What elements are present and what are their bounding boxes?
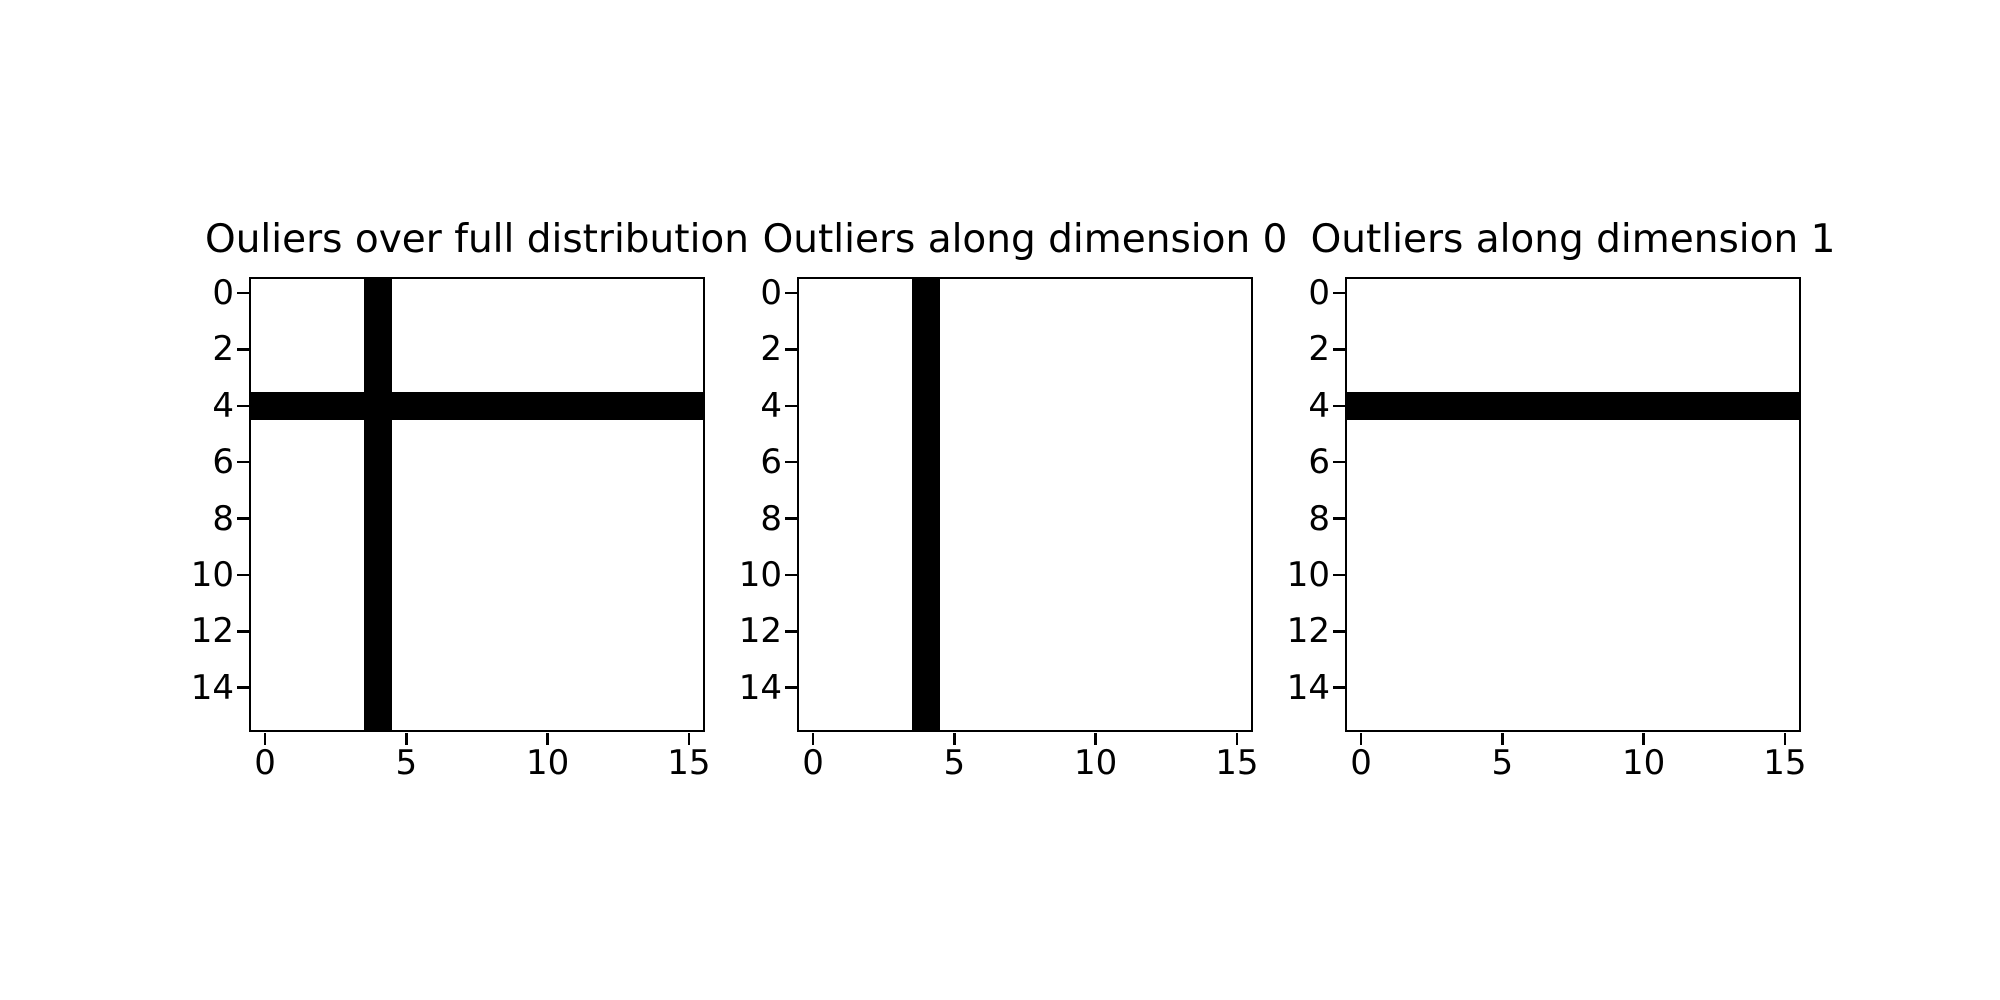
x-tick-mark (1783, 732, 1787, 745)
subplot-title: Outliers along dimension 0 (762, 217, 1288, 263)
y-tick-mark (236, 291, 249, 295)
y-tick-label: 12 (738, 611, 782, 652)
y-tick-label: 14 (738, 667, 782, 708)
y-tick-label: 14 (1286, 667, 1330, 708)
x-tick-mark (811, 732, 815, 745)
y-tick-label: 8 (760, 498, 782, 539)
x-tick-mark (1501, 732, 1504, 745)
x-tick-label: 15 (1215, 743, 1259, 783)
x-tick-label: 10 (525, 743, 570, 783)
y-tick-label: 6 (760, 442, 782, 483)
y-tick-mark (236, 348, 249, 351)
y-tick-mark (1332, 573, 1345, 577)
y-tick-mark (236, 404, 249, 408)
x-tick-label: 0 (254, 743, 276, 783)
outlier-bar-column (364, 279, 393, 730)
y-tick-mark (784, 573, 797, 577)
y-tick-mark (1332, 517, 1345, 520)
y-tick-label: 0 (1308, 273, 1330, 314)
y-tick-mark (784, 291, 797, 295)
y-tick-label: 14 (190, 667, 234, 708)
y-tick-label: 6 (1308, 442, 1330, 483)
y-tick-mark (784, 517, 797, 520)
axes-box: 0 2 4 6 8 10 12 14 0 5 10 15 (1287, 276, 1807, 780)
y-tick-label: 4 (1308, 385, 1330, 426)
x-tick-label: 10 (1073, 743, 1118, 783)
subplot-title: Outliers along dimension 1 (1310, 217, 1836, 263)
x-tick-label: 10 (1621, 743, 1666, 783)
subplot-dimension-0: Outliers along dimension 0 0 2 4 6 8 10 12 14 0 5… (739, 219, 1288, 780)
x-tick-mark (1235, 732, 1239, 745)
y-tick-label: 4 (760, 385, 782, 426)
outlier-bar-row (251, 391, 703, 420)
x-tick-mark (1094, 732, 1097, 745)
subplot-full-distribution: Ouliers over full distribution 0 2 4 6 8 10 12… (191, 219, 749, 780)
y-tick-mark (236, 573, 249, 577)
x-tick-mark (687, 732, 691, 745)
outlier-bar-column (912, 279, 941, 730)
y-tick-label: 10 (1286, 554, 1330, 595)
y-tick-label: 12 (1286, 611, 1330, 652)
y-tick-mark (1332, 630, 1345, 633)
y-tick-mark (784, 630, 797, 633)
x-tick-label: 5 (1491, 743, 1514, 783)
x-tick-mark (546, 732, 549, 745)
y-tick-mark (1332, 686, 1345, 689)
x-tick-mark (1359, 732, 1363, 745)
y-tick-mark (236, 517, 249, 520)
x-tick-mark (1642, 732, 1645, 745)
x-tick-label: 15 (667, 743, 711, 783)
y-tick-mark (236, 630, 249, 633)
y-tick-mark (784, 686, 797, 689)
x-tick-label: 5 (395, 743, 418, 783)
y-tick-mark (784, 404, 797, 408)
x-tick-mark (263, 732, 267, 745)
y-tick-mark (784, 348, 797, 351)
y-tick-mark (1332, 460, 1345, 464)
y-tick-mark (1332, 291, 1345, 295)
y-tick-label: 2 (760, 329, 782, 370)
y-tick-label: 10 (190, 554, 234, 595)
y-tick-label: 8 (212, 498, 234, 539)
y-tick-label: 12 (190, 611, 234, 652)
subplot-title: Ouliers over full distribution (205, 217, 749, 263)
y-tick-label: 0 (212, 273, 234, 314)
y-tick-mark (784, 460, 797, 464)
y-tick-mark (236, 686, 249, 689)
outlier-bar-row (1347, 391, 1799, 420)
y-tick-label: 4 (212, 385, 234, 426)
x-tick-mark (953, 732, 956, 745)
y-tick-label: 2 (212, 329, 234, 370)
y-tick-label: 8 (1308, 498, 1330, 539)
axes-box: 0 2 4 6 8 10 12 14 0 5 10 15 (739, 276, 1259, 780)
y-tick-label: 2 (1308, 329, 1330, 370)
y-tick-label: 0 (760, 273, 782, 314)
subplot-dimension-1: Outliers along dimension 1 0 2 4 6 8 10 12 14 0 5… (1287, 219, 1836, 780)
x-tick-label: 0 (1350, 743, 1372, 783)
y-tick-mark (1332, 404, 1345, 408)
x-tick-label: 15 (1763, 743, 1807, 783)
y-tick-mark (1332, 348, 1345, 351)
y-tick-label: 6 (212, 442, 234, 483)
x-tick-mark (405, 732, 408, 745)
y-tick-label: 10 (738, 554, 782, 595)
axes-box: 0 2 4 6 8 10 12 14 0 5 10 15 (191, 276, 711, 780)
x-tick-label: 0 (802, 743, 824, 783)
y-tick-mark (236, 460, 249, 464)
x-tick-label: 5 (943, 743, 966, 783)
